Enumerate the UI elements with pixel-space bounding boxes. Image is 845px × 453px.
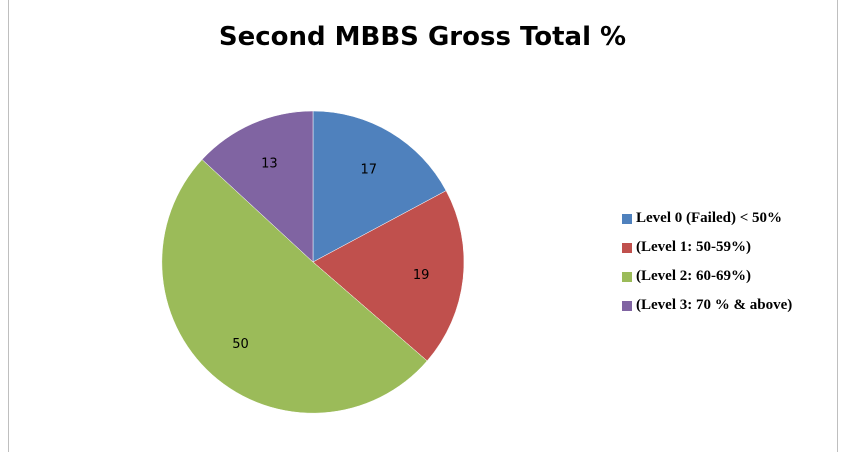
data-label: 17 (361, 163, 378, 178)
data-label: 19 (413, 268, 430, 283)
chart-legend: Level 0 (Failed) < 50% (Level 1: 50-59%)… (622, 204, 792, 320)
legend-item: (Level 1: 50-59%) (622, 233, 792, 262)
chart-title: Second MBBS Gross Total % (218, 22, 627, 52)
legend-swatch (622, 271, 632, 282)
legend-label: (Level 3: 70 % & above) (636, 297, 793, 313)
legend-label: Level 0 (Failed) < 50% (636, 210, 783, 226)
legend-item: Level 0 (Failed) < 50% (622, 204, 792, 233)
legend-item: (Level 3: 70 % & above) (622, 291, 792, 320)
legend-label: (Level 2: 60-69%) (636, 268, 751, 284)
pie-slice (312, 110, 447, 263)
legend-swatch (622, 213, 632, 224)
data-label: 50 (232, 337, 249, 352)
legend-label: (Level 1: 50-59%) (636, 239, 751, 255)
legend-item: (Level 2: 60-69%) (622, 262, 792, 291)
pie-slice (161, 159, 428, 414)
data-label: 13 (261, 156, 278, 171)
pie-slice (312, 190, 465, 362)
pie-slice (201, 110, 314, 263)
legend-swatch (622, 300, 632, 311)
legend-swatch (622, 242, 632, 253)
